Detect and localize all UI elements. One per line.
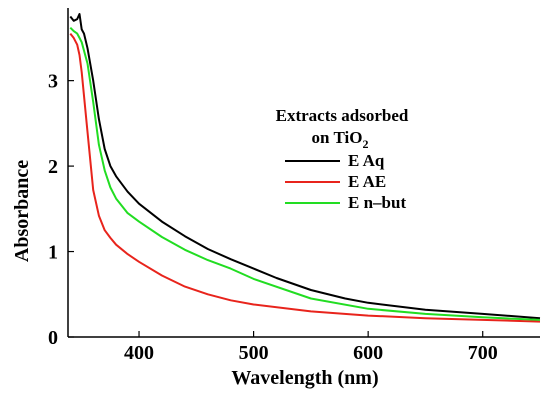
y-tick-label: 2 — [48, 156, 58, 178]
y-tick-label: 1 — [48, 242, 58, 264]
series-line-3 — [69, 26, 541, 321]
axes — [67, 8, 540, 338]
legend-label-2: E AE — [348, 172, 386, 191]
legend: Extracts adsorbed on TiO2 E Aq E AE E n–bu… — [276, 106, 409, 212]
y-axis-title: Absorbance — [11, 160, 33, 262]
plot-lines — [69, 13, 541, 323]
legend-label-1: E Aq — [348, 151, 385, 170]
x-tick-label: 400 — [124, 342, 154, 364]
legend-title-line1: Extracts adsorbed — [276, 106, 409, 125]
y-tick-label: 3 — [48, 71, 58, 93]
x-tick-label: 500 — [239, 342, 269, 364]
x-tick-label: 600 — [353, 342, 383, 364]
legend-entries: E Aq E AE E n–but — [285, 151, 406, 212]
ticks: 400 500 600 700 0 1 2 3 — [48, 71, 498, 364]
series-line-2 — [69, 32, 541, 323]
legend-label-3: E n–but — [348, 193, 406, 212]
series-line-1 — [69, 13, 541, 320]
y-tick-label: 0 — [48, 327, 58, 349]
legend-title-line2: on TiO2 — [312, 128, 369, 151]
x-tick-label: 700 — [468, 342, 498, 364]
x-axis-title: Wavelength (nm) — [231, 367, 378, 389]
